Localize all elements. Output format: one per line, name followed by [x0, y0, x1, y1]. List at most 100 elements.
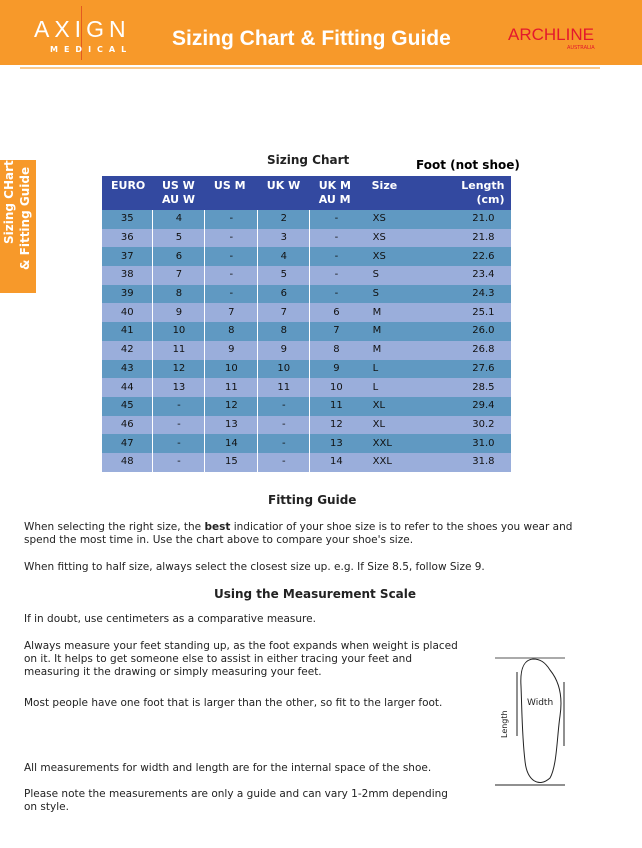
foot-diagram: Width Length	[495, 656, 567, 788]
table-cell: 6	[152, 247, 205, 267]
measure-paragraph-2: Always measure your feet standing up, as…	[24, 640, 458, 678]
table-cell: -	[309, 266, 363, 285]
column-header-label: AU W	[161, 193, 196, 206]
text: When selecting the right size, the	[24, 521, 205, 533]
table-cell: 8	[309, 340, 363, 360]
table-cell: -	[152, 452, 205, 472]
table-cell: 12	[152, 359, 205, 379]
table-cell: -	[152, 415, 205, 435]
table-cell: 48	[102, 452, 153, 472]
table-cell: -	[152, 434, 205, 453]
table-cell: 5	[152, 228, 205, 248]
table-cell: 43	[102, 359, 153, 379]
length-label: Length	[500, 710, 509, 738]
table-cell: 27.6	[422, 359, 511, 379]
table-cell: 15	[204, 452, 258, 472]
table-row: 43 12 10 10 9 L 27.6	[102, 359, 511, 379]
table-cell: 8	[257, 322, 310, 341]
column-header: UK W	[257, 176, 310, 210]
table-cell: 6	[309, 303, 363, 323]
table-row: 37 6-4- XS 22.6	[102, 247, 511, 267]
table-cell: 7	[152, 266, 205, 285]
column-header-label: (cm)	[476, 193, 505, 206]
table-cell: 10	[257, 359, 310, 379]
table-cell: -	[204, 247, 258, 267]
table-cell: 41	[102, 322, 153, 341]
column-header-label: AU M	[318, 193, 351, 206]
table-cell: 4	[257, 247, 310, 267]
table-row: 38 7-5- S 23.4	[102, 266, 511, 285]
table-cell: 36	[102, 228, 153, 248]
table-cell: -	[204, 266, 258, 285]
table-cell: XL	[362, 396, 423, 416]
table-cell: 12	[309, 415, 363, 435]
table-cell: 22.6	[422, 247, 511, 267]
table-cell: 9	[257, 340, 310, 360]
column-header-label: UK W	[266, 179, 301, 192]
table-cell: -	[309, 228, 363, 248]
column-header-label: UK M	[318, 179, 351, 192]
table-cell: S	[362, 266, 423, 285]
table-cell: -	[309, 284, 363, 304]
table-cell: 7	[204, 303, 258, 323]
axign-logo: AXIGN	[34, 16, 131, 42]
table-cell: XXL	[362, 434, 423, 453]
measure-paragraph-5: Please note the measurements are only a …	[24, 788, 448, 813]
table-cell: -	[257, 434, 310, 453]
table-cell: -	[204, 228, 258, 248]
measure-paragraph-3: Most people have one foot that is larger…	[24, 697, 443, 709]
fitting-guide-title: Fitting Guide	[268, 493, 357, 507]
side-tab-line2: & Fitting Guide	[18, 166, 32, 270]
table-cell: 23.4	[422, 266, 511, 285]
fitting-paragraph-1: When selecting the right size, the best …	[24, 521, 604, 547]
table-cell: 4	[152, 210, 205, 229]
table-cell: M	[362, 322, 423, 341]
table-cell: 11	[257, 378, 310, 397]
table-cell: -	[257, 415, 310, 435]
table-cell: 35	[102, 210, 153, 229]
table-cell: 46	[102, 415, 153, 435]
table-cell: 10	[309, 378, 363, 397]
table-cell: 11	[204, 378, 258, 397]
sizing-chart-title: Sizing Chart	[267, 153, 350, 167]
table-cell: 47	[102, 434, 153, 453]
table-cell: 10	[152, 322, 205, 341]
table-row: 39 8-6- S 24.3	[102, 284, 511, 304]
side-tab: Sizing CHart & Fitting Guide	[0, 160, 36, 293]
table-cell: -	[309, 247, 363, 267]
measure-paragraph-1: If in doubt, use centimeters as a compar…	[24, 613, 316, 625]
table-cell: 10	[204, 359, 258, 379]
table-cell: 26.0	[422, 322, 511, 341]
measurement-title: Using the Measurement Scale	[214, 587, 417, 601]
table-cell: 11	[152, 340, 205, 360]
table-cell: 42	[102, 340, 153, 360]
width-label: Width	[527, 698, 554, 708]
column-header-label: US W	[161, 179, 195, 192]
table-cell: 45	[102, 396, 153, 416]
text: indicatior of your shoe size is to refer…	[24, 521, 573, 546]
column-header-label: Size	[371, 179, 398, 192]
table-cell: XL	[362, 415, 423, 435]
table-cell: 26.8	[422, 340, 511, 360]
table-cell: 7	[257, 303, 310, 323]
table-cell: 2	[257, 210, 310, 229]
bold-text: best	[204, 521, 231, 533]
table-row: 35 4-2- XS 21.0	[102, 210, 511, 229]
foot-note: Foot (not shoe)	[416, 158, 520, 172]
table-cell: 8	[204, 322, 258, 341]
table-cell: XS	[362, 228, 423, 248]
table-row: 48-15-14 XXL 31.8	[102, 452, 511, 472]
table-cell: 38	[102, 266, 153, 285]
table-cell: 9	[152, 303, 205, 323]
measure-paragraph-4: All measurements for width and length ar…	[24, 762, 432, 774]
column-header: Length (cm)	[422, 176, 511, 210]
column-header: Size	[362, 176, 423, 210]
column-header-label: EURO	[111, 179, 146, 192]
logo-accent	[81, 6, 82, 60]
table-cell: 9	[309, 359, 363, 379]
table-cell: 5	[257, 266, 310, 285]
page-title: Sizing Chart & Fitting Guide	[172, 27, 451, 50]
foot-outline-icon	[495, 657, 567, 786]
table-row: 40 9 7 7 6 M 25.1	[102, 303, 511, 323]
table-cell: 13	[152, 378, 205, 397]
